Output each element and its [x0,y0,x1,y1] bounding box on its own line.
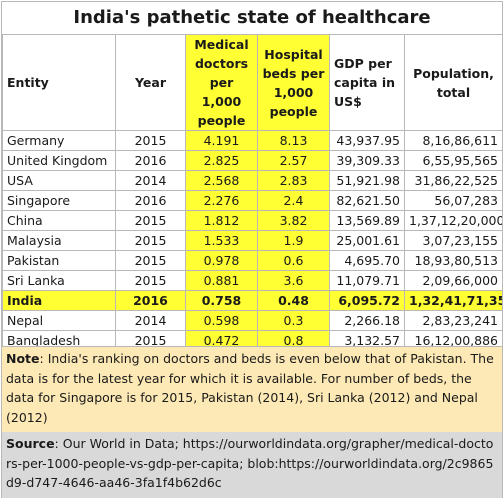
source-label: Source [6,436,55,451]
table-cell: 2.568 [185,170,258,191]
table-cell: 2015 [115,130,186,151]
table-body: Germany 2015 4.191 8.13 43,937.95 8,16,86,611… [2,130,503,351]
table-cell: 2.4 [257,190,330,211]
table-cell: 1.9 [257,230,330,251]
table-cell: 2016 [115,290,186,311]
table-cell: Pakistan [2,250,116,271]
table-cell: 1,37,12,20,000 [404,210,503,231]
table-cell: China [2,210,116,231]
table-cell: 13,569.89 [329,210,405,231]
table-cell: 0.758 [185,290,258,311]
table-row: USA 2014 2.568 2.83 51,921.98 31,86,22,525 [2,170,503,191]
table-cell: 2015 [115,270,186,291]
table-cell: 25,001.61 [329,230,405,251]
table-cell: 2015 [115,250,186,271]
table-cell: Germany [2,130,116,151]
table-cell: 2.276 [185,190,258,211]
table-cell: 3.82 [257,210,330,231]
table-row: Sri Lanka 2015 0.881 3.6 11,079.71 2,09,66,00… [2,270,503,291]
table-cell: 2.825 [185,150,258,171]
table-row: Singapore 2016 2.276 2.4 82,621.50 56,07,283 [2,190,503,211]
data-table: Entity Year Medical doctors per 1,000 pe… [2,34,503,351]
table-cell: 56,07,283 [404,190,503,211]
table-cell: 43,937.95 [329,130,405,151]
table-cell: 2.57 [257,150,330,171]
table-cell: 2015 [115,230,186,251]
table-cell: 16,12,00,886 [404,330,503,351]
table-row: Nepal 2014 0.598 0.3 2,266.18 2,83,23,241 [2,310,503,331]
table-cell: 2,83,23,241 [404,310,503,331]
table-cell: 6,095.72 [329,290,405,311]
note-label: Note [6,351,40,366]
table-cell: Malaysia [2,230,116,251]
table-cell: United Kingdom [2,150,116,171]
table-cell: 0.48 [257,290,330,311]
table-cell: 4,695.70 [329,250,405,271]
table-cell: 1.812 [185,210,258,231]
table-row: Germany 2015 4.191 8.13 43,937.95 8,16,86,611 [2,130,503,151]
table-cell: 4.191 [185,130,258,151]
table-cell: 11,079.71 [329,270,405,291]
table-row: United Kingdom 2016 2.825 2.57 39,309.33 6,55… [2,150,503,171]
table-cell: 1,32,41,71,354 [404,290,503,311]
column-header: GDP per capita in US$ [329,34,405,131]
table-cell: 0.472 [185,330,258,351]
column-header: Year [115,34,186,131]
column-header: Medical doctors per 1,000 people [185,34,258,131]
table-cell: 6,55,95,565 [404,150,503,171]
table-cell: India [2,290,116,311]
table-cell: 2.83 [257,170,330,191]
table-cell: 8.13 [257,130,330,151]
column-header: Population, total [404,34,503,131]
table-cell: 31,86,22,525 [404,170,503,191]
table-cell: 39,309.33 [329,150,405,171]
table-cell: USA [2,170,116,191]
table-cell: Singapore [2,190,116,211]
table-cell: 3.6 [257,270,330,291]
table-cell: 0.978 [185,250,258,271]
chart-title: India's pathetic state of healthcare [2,2,502,35]
table-cell: 0.881 [185,270,258,291]
table-cell: 0.3 [257,310,330,331]
table-row: Pakistan 2015 0.978 0.6 4,695.70 18,93,80,513 [2,250,503,271]
header-row: Entity Year Medical doctors per 1,000 pe… [2,34,503,131]
table-cell: 51,921.98 [329,170,405,191]
table-cell: 0.598 [185,310,258,331]
table-cell: 1.533 [185,230,258,251]
column-header: Hospital beds per 1,000 people [257,34,330,131]
table-cell: 82,621.50 [329,190,405,211]
source-text: : Our World in Data; https://ourworldind… [6,436,494,490]
table-cell: Sri Lanka [2,270,116,291]
table-cell: 2,09,66,000 [404,270,503,291]
table-cell: 2014 [115,170,186,191]
table-cell: Nepal [2,310,116,331]
source-box: Source: Our World in Data; https://ourwo… [2,432,502,498]
note-text: : India's ranking on doctors and beds is… [6,351,494,425]
table-cell: 2016 [115,190,186,211]
column-header: Entity [2,34,116,131]
table-row: Malaysia 2015 1.533 1.9 25,001.61 3,07,23,155 [2,230,503,251]
table-cell: 3,07,23,155 [404,230,503,251]
note-box: Note: India's ranking on doctors and bed… [2,346,502,434]
table-cell: 0.6 [257,250,330,271]
table-cell: 2014 [115,310,186,331]
table-row: China 2015 1.812 3.82 13,569.89 1,37,12,20,00… [2,210,503,231]
table-cell: 2,266.18 [329,310,405,331]
table-cell: 8,16,86,611 [404,130,503,151]
table-cell: 2016 [115,150,186,171]
table-cell: 2015 [115,210,186,231]
table-cell: 18,93,80,513 [404,250,503,271]
